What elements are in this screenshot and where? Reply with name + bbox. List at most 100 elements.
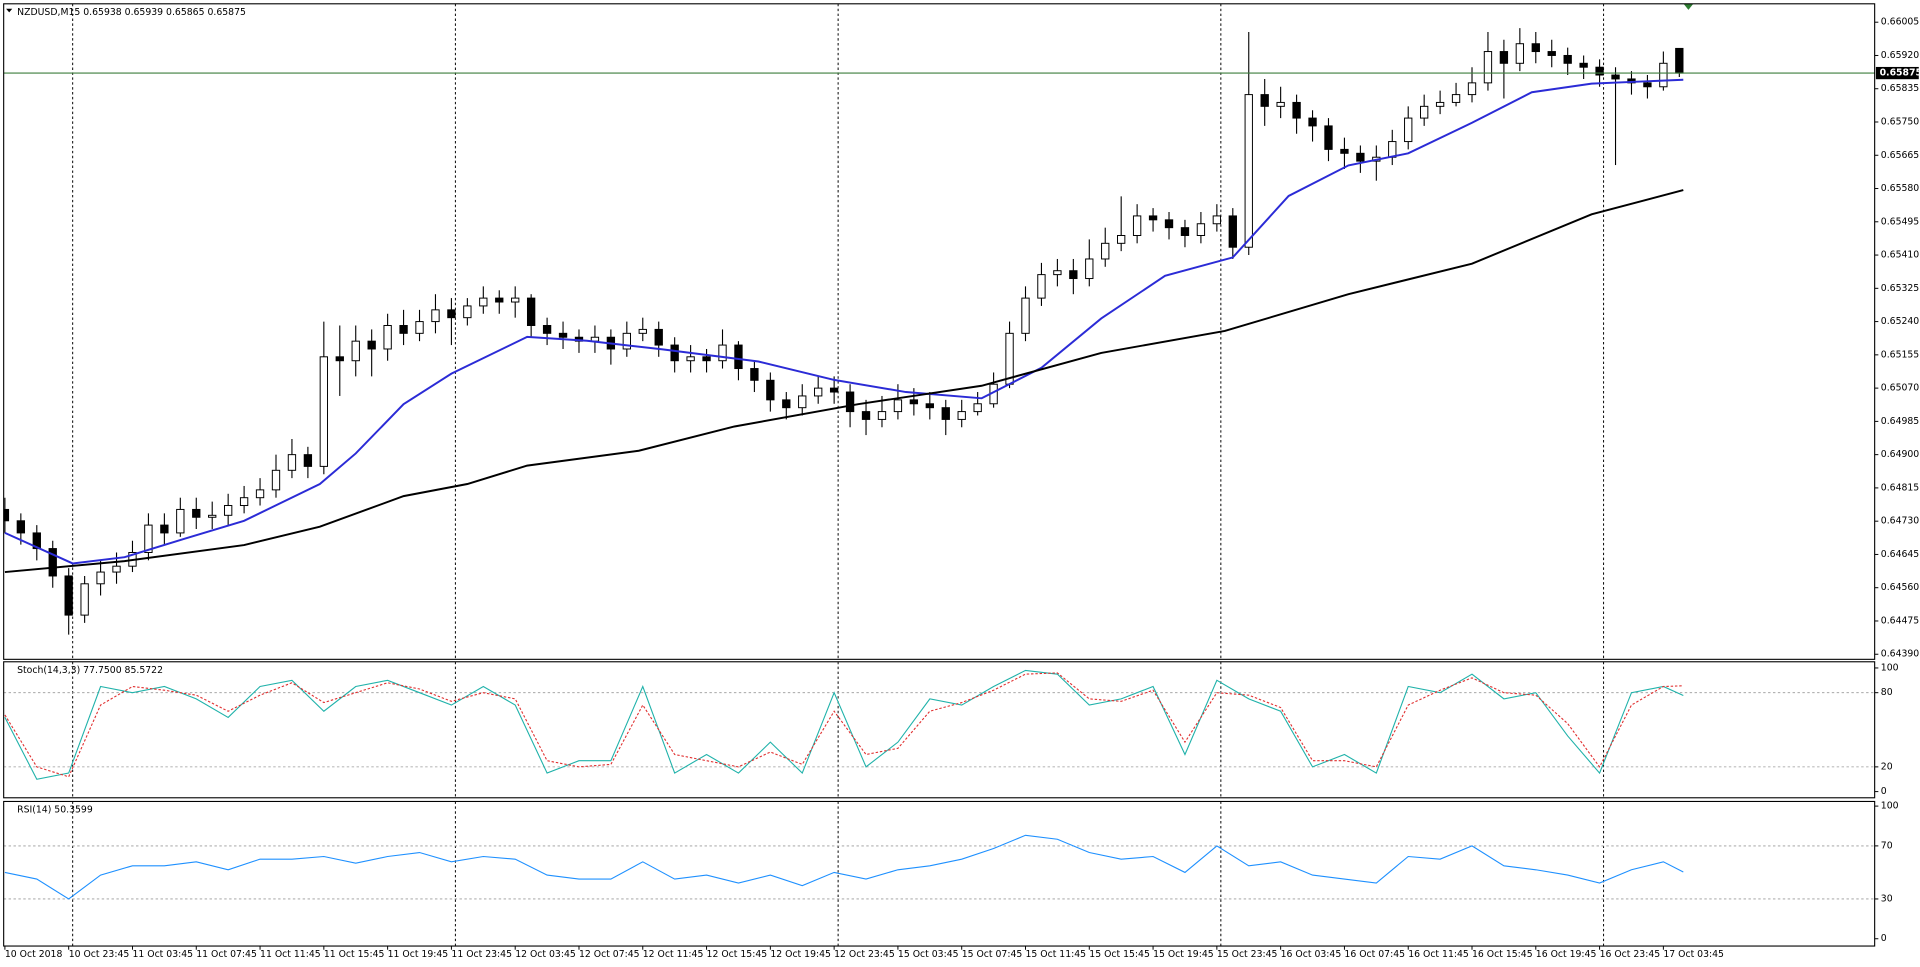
candle-body <box>223 505 233 516</box>
y-tick-label: 0.65410 <box>1881 250 1920 261</box>
candle-body <box>1547 51 1556 56</box>
candle-body <box>686 356 695 362</box>
candle-body <box>112 565 121 573</box>
candle-body <box>335 356 344 362</box>
y-tick-label: 0.65240 <box>1881 316 1920 327</box>
candle-body <box>415 321 424 334</box>
candle-body <box>239 497 249 507</box>
candle-body <box>80 583 89 616</box>
y-tick-label: 100 <box>1881 801 1899 812</box>
candle-body <box>670 344 679 362</box>
x-tick-label: 16 Oct 19:45 <box>1536 949 1597 960</box>
candle-body <box>271 469 281 491</box>
candle-body <box>511 297 520 303</box>
x-tick-label: 11 Oct 11:45 <box>260 949 321 960</box>
panel-frame <box>3 661 1876 799</box>
x-tick-label: 12 Oct 03:45 <box>515 949 576 960</box>
x-tick-label: 16 Oct 15:45 <box>1472 949 1533 960</box>
candle-body <box>1276 101 1285 107</box>
candle-body <box>1069 270 1078 280</box>
alert-marker <box>1683 3 1694 10</box>
candle-body <box>1435 101 1445 107</box>
y-tick-label: 0.65920 <box>1881 50 1920 61</box>
candle-body <box>367 340 376 350</box>
y-tick-label: 0.64900 <box>1881 449 1920 460</box>
candle-body <box>1467 82 1477 96</box>
candle-body <box>1021 297 1030 334</box>
candle-body <box>399 325 408 334</box>
x-tick-label: 16 Oct 23:45 <box>1600 949 1661 960</box>
candle-body <box>16 520 26 534</box>
y-tick-label: 30 <box>1881 893 1893 904</box>
y-tick-label: 0.64475 <box>1881 615 1920 626</box>
candle-body <box>1404 117 1413 143</box>
y-tick-label: 0.65580 <box>1881 183 1920 194</box>
candle-body <box>160 524 169 534</box>
x-tick-label: 12 Oct 23:45 <box>834 949 895 960</box>
x-tick-label: 15 Oct 15:45 <box>1089 949 1150 960</box>
candle-body <box>1499 51 1509 64</box>
candle-body <box>1164 219 1174 229</box>
panel-title: NZDUSD,M15 0.65938 0.65939 0.65865 0.658… <box>17 7 246 18</box>
candle-body <box>973 403 982 413</box>
candle-body <box>941 407 950 420</box>
series-line <box>4 189 1684 574</box>
y-tick-label: 0.65835 <box>1881 83 1920 94</box>
candle-body <box>1212 215 1222 225</box>
candle-body <box>176 508 185 534</box>
candle-body <box>814 387 823 397</box>
x-tick-label: 10 Oct 2018 <box>5 949 63 960</box>
y-tick-label: 20 <box>1881 761 1893 772</box>
panel-frame <box>3 800 1876 947</box>
y-tick-label: 80 <box>1881 687 1893 698</box>
candle-body <box>303 454 313 467</box>
candle-body <box>1483 51 1493 84</box>
panel <box>3 3 1684 660</box>
candle-body <box>909 399 919 405</box>
candle-body <box>925 403 934 409</box>
candle-body <box>845 391 855 413</box>
panel-title: RSI(14) 50.3599 <box>17 805 93 816</box>
candle-body <box>1595 66 1604 76</box>
candle-body <box>622 332 631 350</box>
candle-body <box>1117 234 1126 244</box>
candle-body <box>766 379 775 401</box>
candle-body <box>1037 274 1046 299</box>
y-tick-label: 70 <box>1881 840 1893 851</box>
y-tick-label: 0 <box>1881 786 1887 797</box>
x-tick-label: 11 Oct 03:45 <box>132 949 193 960</box>
candle-body <box>526 297 536 326</box>
panel <box>3 801 1875 947</box>
candle-body <box>1308 117 1317 127</box>
candle-body <box>1515 43 1525 64</box>
x-tick-label: 15 Oct 07:45 <box>962 949 1023 960</box>
candle-body <box>734 344 743 370</box>
x-tick-label: 11 Oct 19:45 <box>388 949 449 960</box>
candle-body <box>782 399 791 409</box>
candle-body <box>829 387 839 393</box>
candle-body <box>1388 141 1397 158</box>
candle-body <box>64 575 73 616</box>
candle-body <box>1531 43 1540 53</box>
candle-body <box>383 325 392 350</box>
y-tick-label: 0 <box>1881 933 1887 944</box>
x-tick-label: 12 Oct 15:45 <box>707 949 768 960</box>
candle-body <box>463 305 472 319</box>
candle-body <box>48 548 57 577</box>
x-tick-label: 16 Oct 03:45 <box>1281 949 1342 960</box>
candle-body <box>957 411 966 420</box>
candle-body <box>1643 82 1652 88</box>
candle-body <box>1292 101 1301 119</box>
candle-body <box>192 508 201 518</box>
candle-body <box>702 356 711 362</box>
y-tick-label: 0.65495 <box>1881 216 1920 227</box>
candle-body <box>32 532 41 550</box>
y-tick-label: 0.65325 <box>1881 283 1920 294</box>
x-tick-label: 15 Oct 23:45 <box>1217 949 1278 960</box>
x-tick-label: 11 Oct 07:45 <box>196 949 257 960</box>
candle-body <box>495 297 504 303</box>
y-tick-label: 0.64985 <box>1881 416 1920 427</box>
candle-body <box>638 328 647 334</box>
